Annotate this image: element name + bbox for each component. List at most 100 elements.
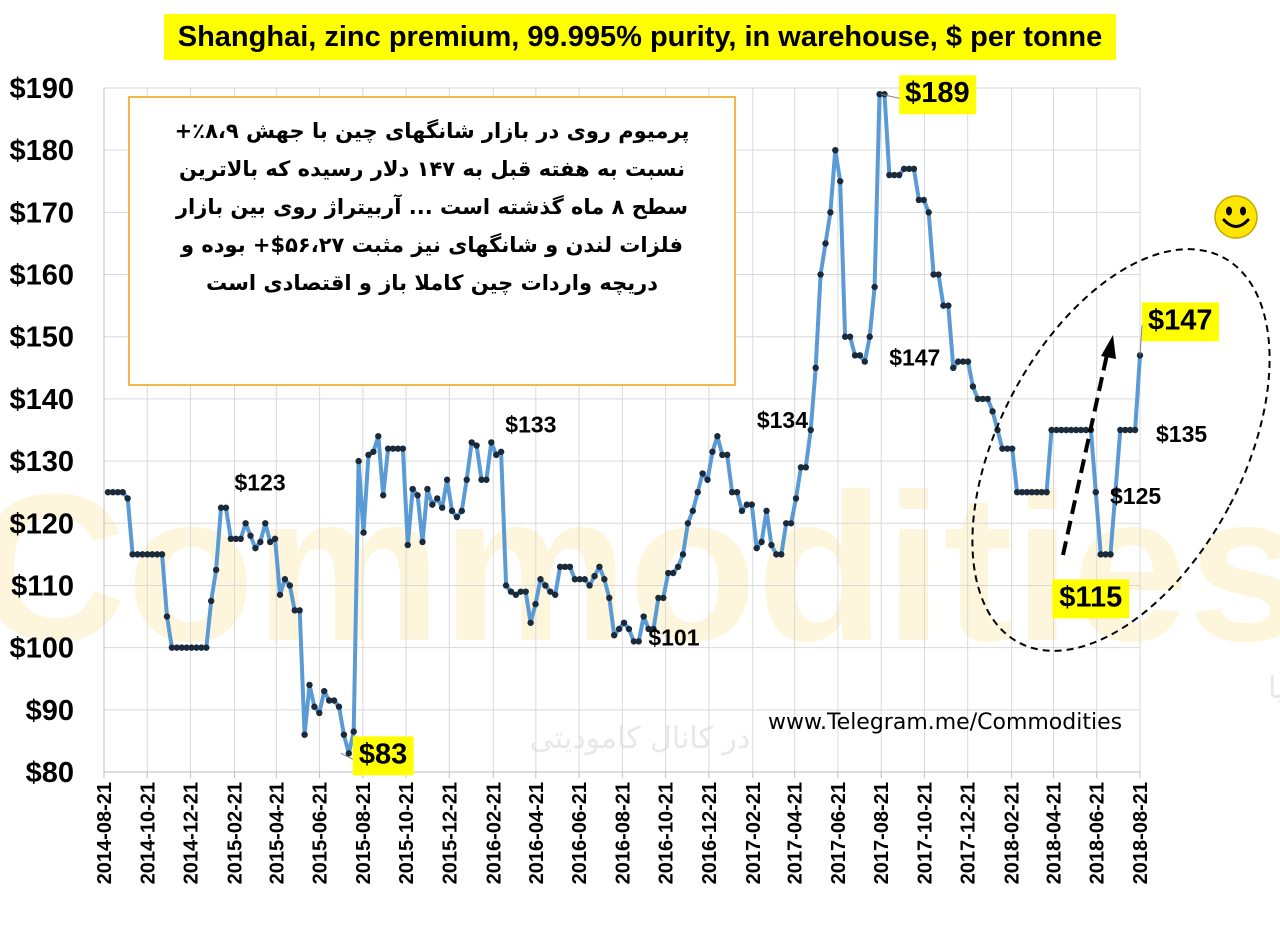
data-point — [517, 588, 524, 595]
data-point — [345, 750, 352, 757]
data-point — [237, 535, 244, 543]
data-point — [822, 240, 829, 247]
data-point — [527, 619, 534, 626]
data-point — [974, 395, 982, 403]
data-point — [149, 551, 156, 558]
x-tick-label: 2017-06-21 — [828, 782, 850, 884]
data-point — [473, 442, 480, 449]
y-tick-label: $140 — [9, 384, 74, 416]
data-point — [832, 146, 839, 154]
data-point — [881, 91, 888, 98]
data-point — [497, 448, 505, 455]
trend-arrow — [1061, 349, 1110, 556]
y-tick-label: $180 — [9, 135, 74, 167]
telegram-link[interactable]: www.Telegram.me/Commodities — [768, 710, 1123, 735]
data-point — [797, 464, 805, 471]
data-point — [414, 492, 421, 499]
data-label: $189 — [881, 75, 977, 115]
data-point — [493, 451, 500, 459]
data-point — [694, 488, 701, 496]
x-tick-label: 2017-08-21 — [871, 782, 893, 884]
watermark-persian-line1: گزارشات تحلیلی و آخرین اخبار و تحولات مو… — [1268, 670, 1280, 706]
data-point — [1023, 488, 1031, 496]
data-point — [321, 687, 328, 695]
data-point — [561, 563, 569, 570]
data-point — [969, 383, 977, 390]
data-point — [896, 171, 903, 179]
data-point — [114, 488, 122, 496]
data-point — [733, 488, 741, 496]
data-point — [871, 283, 878, 291]
data-point — [252, 544, 259, 552]
data-point — [222, 504, 230, 511]
data-label: $123 — [234, 470, 285, 496]
data-point — [1038, 488, 1045, 496]
data-point — [950, 364, 957, 372]
y-tick-label: $160 — [9, 260, 74, 292]
data-point — [891, 171, 898, 179]
trend-arrowhead-icon — [1101, 335, 1116, 359]
data-point — [468, 439, 475, 446]
data-point — [512, 591, 520, 598]
data-point — [1126, 426, 1134, 434]
data-point — [758, 538, 765, 546]
note-line-5: دریچه واردات چین کاملا باز و اقتصادی است — [206, 271, 658, 295]
data-label-leader — [340, 752, 354, 760]
data-point — [547, 588, 554, 595]
data-point — [404, 541, 411, 549]
data-point — [139, 551, 146, 558]
data-point — [753, 544, 760, 552]
data-point — [615, 625, 623, 633]
x-tick-label: 2015-10-21 — [396, 782, 418, 884]
watermark-brand: Commodities — [0, 450, 1280, 685]
x-tick-label: 2015-12-21 — [439, 782, 461, 884]
data-point — [984, 395, 991, 403]
data-point — [610, 632, 618, 639]
x-tick-label: 2016-08-21 — [612, 782, 634, 884]
data-point — [660, 594, 667, 602]
data-point — [365, 451, 372, 459]
data-point — [291, 607, 298, 614]
data-point — [153, 551, 161, 558]
data-point — [262, 520, 269, 527]
data-point — [173, 644, 180, 651]
chart-title: Shanghai, zinc premium, 99.995% purity, … — [164, 14, 1116, 60]
data-point — [650, 625, 657, 633]
data-point — [276, 591, 284, 598]
data-point — [1122, 426, 1129, 434]
data-point — [360, 529, 367, 536]
data-point — [876, 91, 883, 98]
data-point — [389, 445, 397, 452]
data-point — [434, 495, 441, 502]
data-point — [1013, 488, 1021, 496]
data-point — [355, 457, 362, 465]
data-point — [458, 507, 466, 515]
data-label: $101 — [648, 624, 699, 650]
note-line-3: سطح ۸ ماه گذشته است ... آربیتراژ روی بین… — [175, 195, 689, 219]
data-point — [227, 535, 235, 543]
data-point — [144, 551, 151, 558]
data-point — [507, 588, 515, 595]
data-label-box — [1052, 579, 1130, 619]
data-point — [448, 507, 456, 515]
data-point — [846, 333, 854, 340]
x-tick-label: 2014-12-21 — [181, 782, 203, 884]
data-point — [1018, 488, 1026, 496]
data-point — [311, 703, 318, 710]
data-point — [556, 563, 564, 570]
x-tick-label: 2016-06-21 — [569, 782, 591, 884]
data-point — [935, 271, 942, 278]
x-tick-label: 2016-12-21 — [699, 782, 721, 884]
data-point — [380, 492, 387, 499]
data-point — [782, 520, 790, 527]
data-point — [532, 600, 539, 608]
data-point — [571, 576, 579, 583]
y-tick-label: $110 — [11, 570, 74, 602]
data-point — [920, 196, 927, 204]
data-point — [851, 352, 859, 359]
data-point — [930, 271, 937, 278]
note-line-1: پرمیوم روی در بازار شانگهای چین با جهش ۸… — [174, 119, 690, 143]
data-point — [212, 566, 220, 574]
data-point — [787, 520, 795, 527]
data-point — [163, 613, 171, 620]
